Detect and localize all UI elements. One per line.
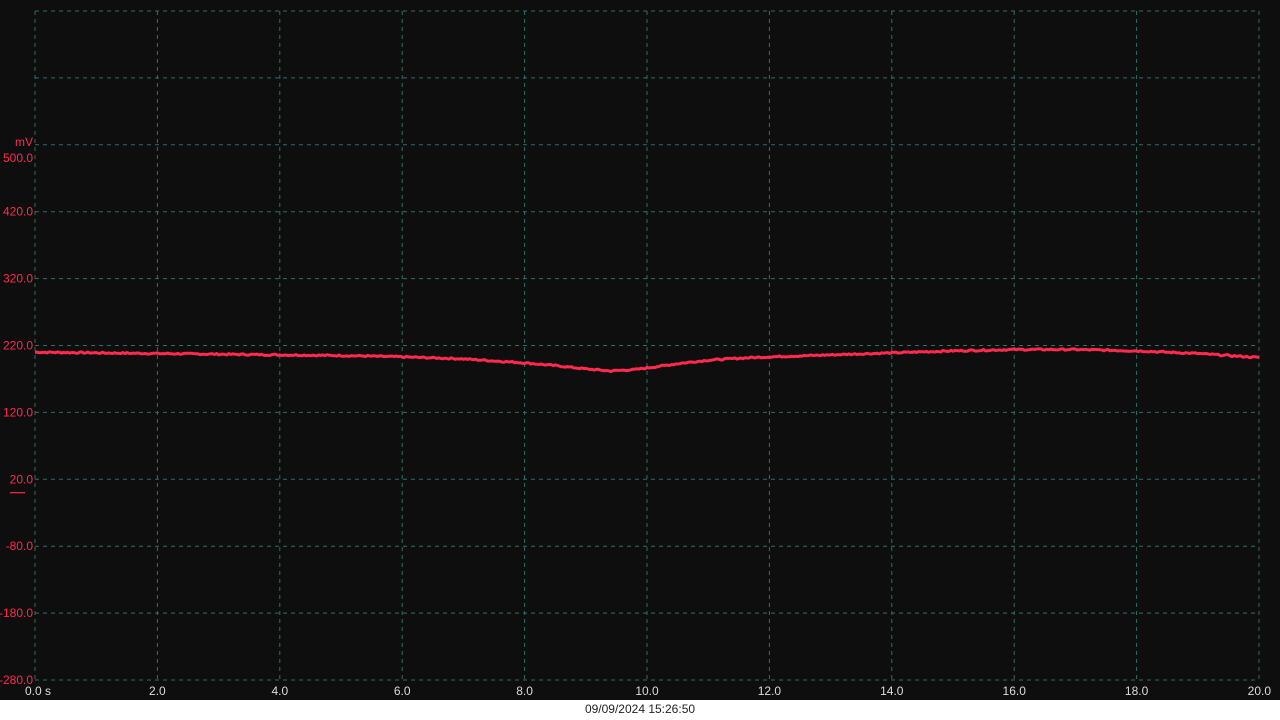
x-tick-label: 10.0 bbox=[635, 684, 659, 698]
x-tick-label: 14.0 bbox=[880, 684, 904, 698]
y-tick-label: 500.0 bbox=[3, 151, 33, 165]
y-tick-label: 120.0 bbox=[3, 405, 33, 419]
y-tick-label: 20.0 bbox=[10, 472, 34, 486]
x-tick-label: 20.0 bbox=[1248, 684, 1272, 698]
waveform-trace[interactable] bbox=[34, 347, 1260, 373]
capture-timestamp: 09/09/2024 15:26:50 bbox=[584, 702, 696, 716]
x-tick-label: 12.0 bbox=[758, 684, 782, 698]
x-axis-ticks: 0.0 s 2.0 4.0 6.0 8.0 10.0 12.0 14.0 16.0 18.0 20.… bbox=[25, 684, 1271, 698]
y-tick-label: 420.0 bbox=[3, 205, 33, 219]
y-unit-label: mV bbox=[15, 135, 33, 149]
y-tick-label: -80.0 bbox=[6, 539, 34, 553]
x-tick-label: 6.0 bbox=[394, 684, 411, 698]
x-tick-label: 0.0 s bbox=[25, 684, 51, 698]
x-tick-label: 8.0 bbox=[516, 684, 533, 698]
x-tick-label: 16.0 bbox=[1003, 684, 1027, 698]
grid-layer bbox=[34, 10, 1260, 681]
trace-layer bbox=[34, 347, 1260, 373]
x-tick-label: 4.0 bbox=[271, 684, 288, 698]
y-tick-label: -280.0 bbox=[0, 673, 33, 687]
x-tick-label: 18.0 bbox=[1125, 684, 1149, 698]
y-tick-label: 320.0 bbox=[3, 272, 33, 286]
y-axis-ticks: mV 500.0 420.0 320.0 220.0 120.0 20.0 -80.0 -180… bbox=[0, 135, 33, 687]
y-tick-label: 220.0 bbox=[3, 339, 33, 353]
x-tick-label: 2.0 bbox=[149, 684, 166, 698]
y-tick-label: -180.0 bbox=[0, 606, 33, 620]
